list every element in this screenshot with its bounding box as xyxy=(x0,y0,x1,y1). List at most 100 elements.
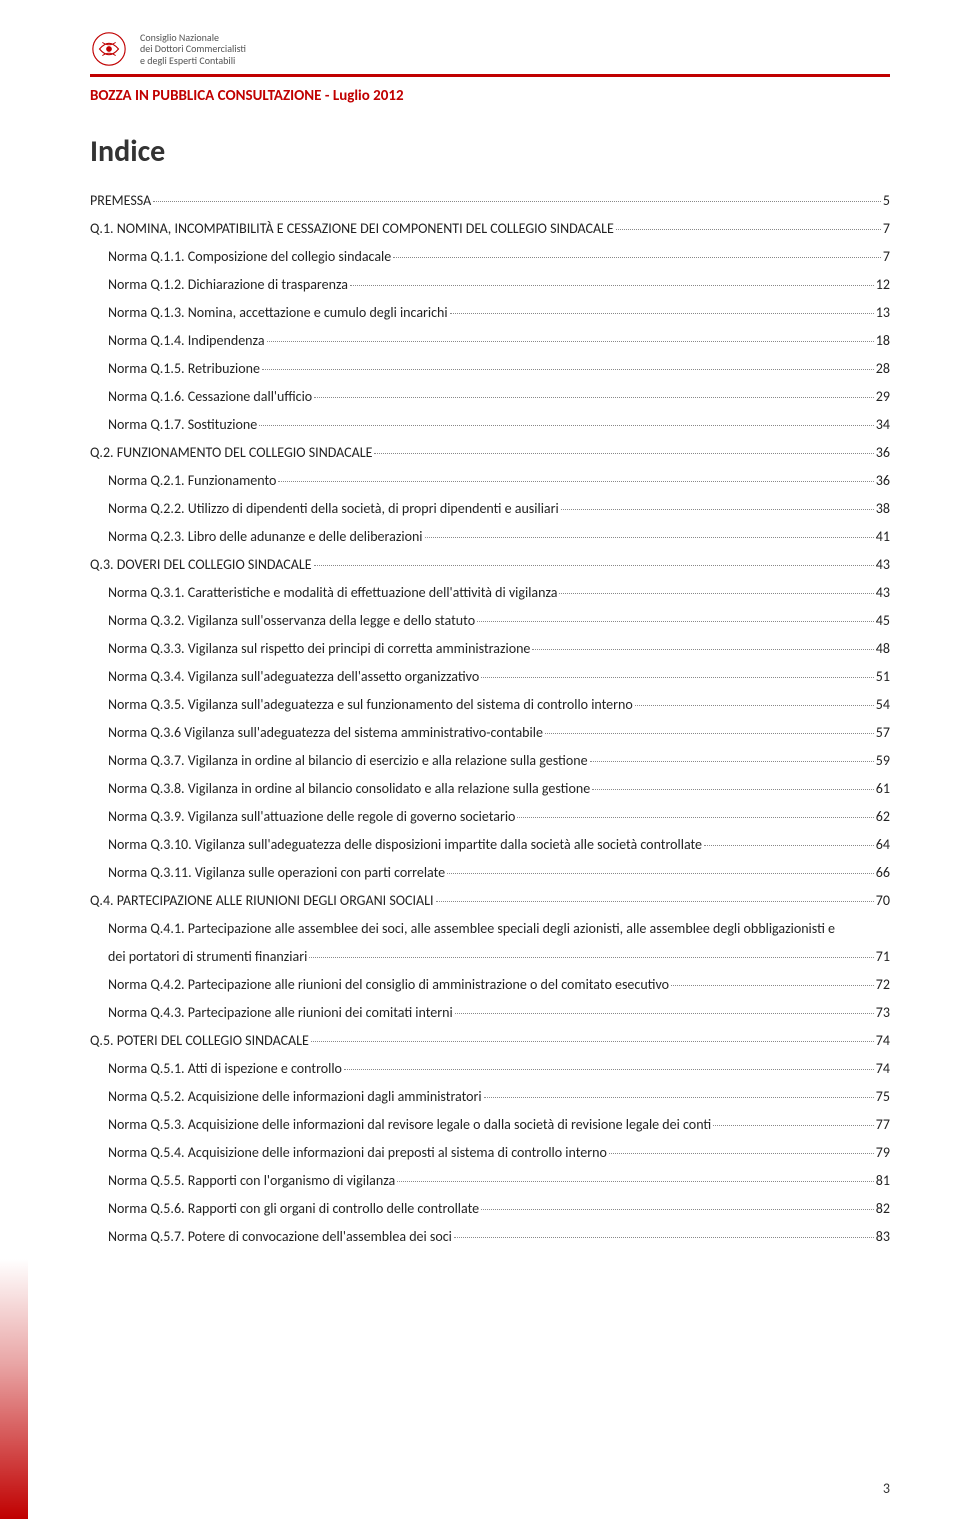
toc-entry-label: Norma Q.1.5. Retribuzione xyxy=(108,360,260,377)
toc-leader-dots xyxy=(609,1153,874,1154)
toc-leader-dots xyxy=(713,1125,874,1126)
toc-entry-label: Norma Q.5.6. Rapporti con gli organi di … xyxy=(108,1200,479,1217)
toc-entry: Norma Q.3.4. Vigilanza sull'adeguatezza … xyxy=(90,668,890,685)
toc-entry: Norma Q.3.10. Vigilanza sull'adeguatezza… xyxy=(90,836,890,853)
toc-entry-label: Norma Q.2.3. Libro delle adunanze e dell… xyxy=(108,528,423,545)
toc-entry-page: 81 xyxy=(876,1172,890,1189)
toc-entry: Norma Q.1.6. Cessazione dall'ufficio 29 xyxy=(90,388,890,405)
toc-leader-dots xyxy=(559,593,873,594)
toc-entry: Norma Q.1.5. Retribuzione 28 xyxy=(90,360,890,377)
toc-entry-page: 73 xyxy=(876,1004,890,1021)
org-line-3: e degli Esperti Contabili xyxy=(140,55,246,67)
toc-entry: Q.3. DOVERI DEL COLLEGIO SINDACALE 43 xyxy=(90,556,890,573)
toc-entry-page: 12 xyxy=(876,276,890,293)
toc-entry-page: 70 xyxy=(876,892,890,909)
toc-entry: Norma Q.1.7. Sostituzione34 xyxy=(90,416,890,433)
toc-entry: Norma Q.2.3. Libro delle adunanze e dell… xyxy=(90,528,890,545)
toc-entry-page: 51 xyxy=(876,668,890,685)
toc-entry-page: 36 xyxy=(876,472,890,489)
toc-entry-label: Norma Q.3.6 Vigilanza sull'adeguatezza d… xyxy=(108,724,543,741)
toc-entry-label: Norma Q.4.2. Partecipazione alle riunion… xyxy=(108,976,669,993)
toc-entry-label: Norma Q.3.9. Vigilanza sull'attuazione d… xyxy=(108,808,515,825)
toc-leader-dots xyxy=(517,817,873,818)
toc-entry-label: Norma Q.1.1. Composizione del collegio s… xyxy=(108,248,391,265)
toc-leader-dots xyxy=(447,873,874,874)
toc-leader-dots xyxy=(309,957,874,958)
toc-entry-label: Q.5. POTERI DEL COLLEGIO SINDACALE xyxy=(90,1032,309,1049)
toc-entry-page: 71 xyxy=(876,948,890,965)
toc-entry: Norma Q.1.2. Dichiarazione di trasparenz… xyxy=(90,276,890,293)
toc-leader-dots xyxy=(484,1097,874,1098)
toc-entry-page: 43 xyxy=(876,556,890,573)
toc-leader-dots xyxy=(450,313,874,314)
toc-entry-page: 57 xyxy=(876,724,890,741)
draft-label: BOZZA IN PUBBLICA CONSULTAZIONE - Luglio… xyxy=(90,87,890,105)
toc-leader-dots xyxy=(278,481,873,482)
toc-leader-dots xyxy=(532,649,873,650)
toc-entry-page: 82 xyxy=(876,1200,890,1217)
toc-entry-page: 5 xyxy=(883,192,890,209)
toc-entry: Norma Q.3.3. Vigilanza sul rispetto dei … xyxy=(90,640,890,657)
toc-entry-label: Q.3. DOVERI DEL COLLEGIO SINDACALE xyxy=(90,556,312,573)
toc-entry-label: Norma Q.1.3. Nomina, accettazione e cumu… xyxy=(108,304,448,321)
toc-entry: Norma Q.3.11. Vigilanza sulle operazioni… xyxy=(90,864,890,881)
toc-entry: Norma Q.5.7. Potere di convocazione dell… xyxy=(90,1228,890,1245)
toc-leader-dots xyxy=(704,845,874,846)
toc-entry-page: 34 xyxy=(876,416,890,433)
toc-entry-page: 28 xyxy=(876,360,890,377)
toc-leader-dots xyxy=(436,901,874,902)
page-title: Indice xyxy=(90,133,890,170)
toc-entry-label: Norma Q.5.3. Acquisizione delle informaz… xyxy=(108,1116,711,1133)
toc-entry: Norma Q.3.8. Vigilanza in ordine al bila… xyxy=(90,780,890,797)
toc-leader-dots xyxy=(350,285,874,286)
toc-entry-page: 77 xyxy=(876,1116,890,1133)
toc-leader-dots xyxy=(393,257,881,258)
toc-entry-label: Norma Q.3.3. Vigilanza sul rispetto dei … xyxy=(108,640,530,657)
toc-leader-dots xyxy=(481,1209,874,1210)
toc-entry-label: Q.1. NOMINA, INCOMPATIBILITÀ E CESSAZION… xyxy=(90,220,614,237)
toc-entry-page: 64 xyxy=(876,836,890,853)
toc-entry-page: 29 xyxy=(876,388,890,405)
toc-entry: Norma Q.5.4. Acquisizione delle informaz… xyxy=(90,1144,890,1161)
toc-entry: Norma Q.5.2. Acquisizione delle informaz… xyxy=(90,1088,890,1105)
toc-entry: Norma Q.3.6 Vigilanza sull'adeguatezza d… xyxy=(90,724,890,741)
toc-entry: PREMESSA 5 xyxy=(90,192,890,209)
toc-leader-dots xyxy=(262,369,874,370)
toc-entry: Norma Q.1.1. Composizione del collegio s… xyxy=(90,248,890,265)
toc-leader-dots xyxy=(267,341,874,342)
toc-entry: Q.4. PARTECIPAZIONE ALLE RIUNIONI DEGLI … xyxy=(90,892,890,909)
toc-leader-dots xyxy=(455,1013,874,1014)
toc-entry-page: 7 xyxy=(883,220,890,237)
toc-entry-page: 18 xyxy=(876,332,890,349)
toc-entry-label: Norma Q.3.5. Vigilanza sull'adeguatezza … xyxy=(108,696,633,713)
toc-entry: Norma Q.4.1. Partecipazione alle assembl… xyxy=(90,920,890,965)
toc-entry-page: 48 xyxy=(876,640,890,657)
document-page: Consiglio Nazionale dei Dottori Commerci… xyxy=(0,0,960,1519)
toc-entry: Norma Q.3.9. Vigilanza sull'attuazione d… xyxy=(90,808,890,825)
toc-entry-page: 74 xyxy=(876,1060,890,1077)
toc-entry-label: Norma Q.5.4. Acquisizione delle informaz… xyxy=(108,1144,607,1161)
toc-entry-label: Norma Q.4.3. Partecipazione alle riunion… xyxy=(108,1004,453,1021)
toc-entry: Norma Q.1.4. Indipendenza18 xyxy=(90,332,890,349)
toc-leader-dots xyxy=(481,677,874,678)
toc-leader-dots xyxy=(616,229,881,230)
toc-leader-dots xyxy=(344,1069,874,1070)
toc-leader-dots xyxy=(311,1041,874,1042)
toc-entry-label: PREMESSA xyxy=(90,192,151,209)
toc-entry: Norma Q.3.7. Vigilanza in ordine al bila… xyxy=(90,752,890,769)
toc-entry-page: 72 xyxy=(876,976,890,993)
toc-leader-dots xyxy=(425,537,874,538)
toc-entry-page: 7 xyxy=(883,248,890,265)
toc-entry: Norma Q.3.2. Vigilanza sull'osservanza d… xyxy=(90,612,890,629)
toc-entry-label: dei portatori di strumenti finanziari xyxy=(108,948,307,965)
toc-entry: Norma Q.5.3. Acquisizione delle informaz… xyxy=(90,1116,890,1133)
toc-leader-dots xyxy=(545,733,874,734)
toc-leader-dots xyxy=(374,453,873,454)
toc-entry-page: 75 xyxy=(876,1088,890,1105)
toc-leader-dots xyxy=(314,397,874,398)
side-accent-bar xyxy=(0,1259,28,1519)
toc-entry-label: Norma Q.1.6. Cessazione dall'ufficio xyxy=(108,388,312,405)
toc-leader-dots xyxy=(153,201,881,202)
org-name: Consiglio Nazionale dei Dottori Commerci… xyxy=(140,32,246,67)
toc-entry: Norma Q.3.5. Vigilanza sull'adeguatezza … xyxy=(90,696,890,713)
